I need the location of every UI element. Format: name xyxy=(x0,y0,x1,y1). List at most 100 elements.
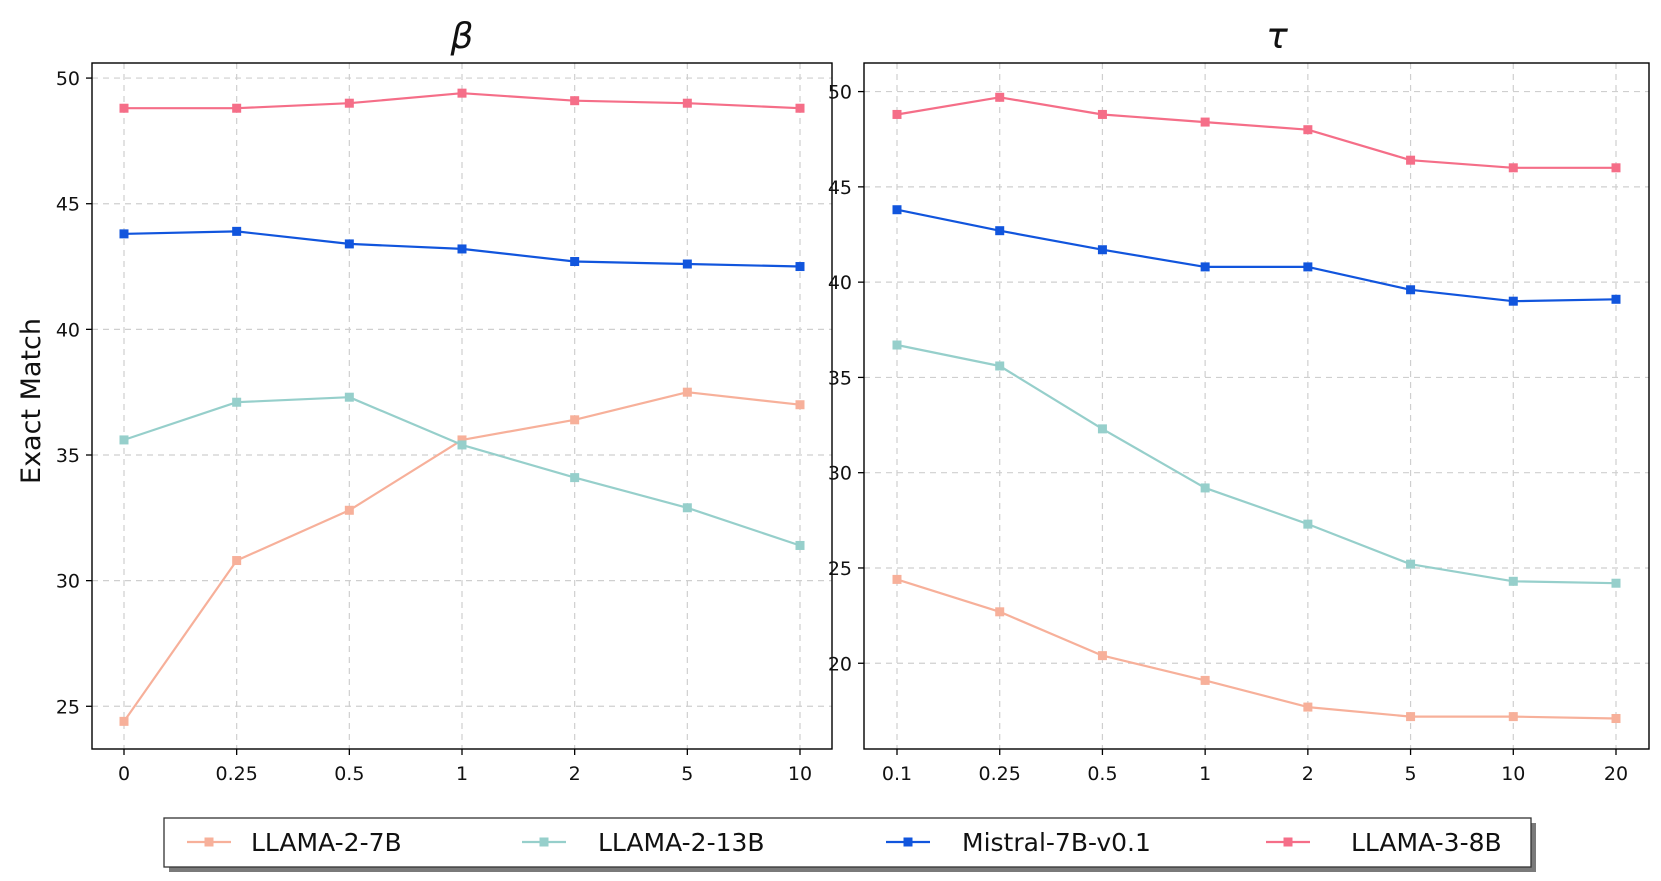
tau-point-llama-2-13b xyxy=(1406,559,1416,569)
tau-point-llama-3-8b xyxy=(1303,125,1313,135)
tau-point-llama-2-13b xyxy=(1611,578,1621,588)
tau-point-llama-2-13b xyxy=(1303,519,1313,529)
tau-plot-frame xyxy=(863,62,1650,750)
tau-y-tick-label: 25 xyxy=(828,558,852,580)
beta-point-llama-2-7b xyxy=(119,716,129,726)
beta-y-tick-label: 45 xyxy=(56,194,80,216)
tau-point-llama-3-8b xyxy=(1508,163,1518,173)
beta-x-tick-label: 0.5 xyxy=(334,763,364,785)
beta-point-llama-2-7b xyxy=(795,400,805,410)
tau-y-tick-label: 50 xyxy=(828,82,852,104)
beta-point-llama-3-8b xyxy=(682,98,692,108)
tau-point-llama-3-8b xyxy=(1200,117,1210,127)
tau-x-tick-label: 5 xyxy=(1405,763,1417,785)
tau-x-tick-label: 0.5 xyxy=(1087,763,1117,785)
tau-point-mistral-7b-v0-1 xyxy=(892,205,902,215)
beta-point-llama-2-7b xyxy=(232,556,242,566)
tau-point-llama-3-8b xyxy=(995,92,1005,102)
tau-point-mistral-7b-v0-1 xyxy=(1406,285,1416,295)
beta-point-mistral-7b-v0-1 xyxy=(682,259,692,269)
tau-x-tick-label: 0.1 xyxy=(882,763,912,785)
beta-point-mistral-7b-v0-1 xyxy=(232,226,242,236)
beta-point-llama-2-7b xyxy=(682,387,692,397)
beta-y-tick-label: 40 xyxy=(56,319,80,341)
beta-x-tick-label: 0 xyxy=(118,763,130,785)
beta-point-llama-3-8b xyxy=(795,103,805,113)
legend-label-llama-2-7b: LLAMA-2-7B xyxy=(251,828,402,857)
beta-point-mistral-7b-v0-1 xyxy=(570,257,580,267)
tau-point-llama-2-13b xyxy=(892,340,902,350)
tau-point-llama-3-8b xyxy=(892,109,902,119)
beta-point-llama-2-13b xyxy=(119,435,129,445)
tau-point-llama-3-8b xyxy=(1097,109,1107,119)
tau-point-llama-2-7b xyxy=(892,574,902,584)
legend-label-llama-2-13b: LLAMA-2-13B xyxy=(598,828,765,857)
beta-point-mistral-7b-v0-1 xyxy=(344,239,354,249)
beta-x-tick-label: 0.25 xyxy=(216,763,258,785)
legend-marker-llama-3-8b xyxy=(1283,837,1293,847)
tau-point-llama-2-13b xyxy=(995,361,1005,371)
tau-point-llama-2-7b xyxy=(1406,712,1416,722)
tau-x-tick-label: 20 xyxy=(1604,763,1628,785)
beta-point-llama-3-8b xyxy=(119,103,129,113)
tau-point-mistral-7b-v0-1 xyxy=(1097,245,1107,255)
legend-label-llama-3-8b: LLAMA-3-8B xyxy=(1351,828,1502,857)
beta-x-tick-label: 1 xyxy=(456,763,468,785)
beta-point-llama-2-13b xyxy=(344,392,354,402)
tau-x-tick-label: 1 xyxy=(1199,763,1211,785)
beta-panel-title: β xyxy=(450,16,474,57)
beta-x-tick-label: 5 xyxy=(681,763,693,785)
legend-marker-llama-2-7b xyxy=(204,837,214,847)
beta-point-llama-2-13b xyxy=(232,397,242,407)
tau-y-tick-label: 30 xyxy=(828,463,852,485)
tau-point-mistral-7b-v0-1 xyxy=(1200,262,1210,272)
legend-label-mistral-7b-v0-1: Mistral-7B-v0.1 xyxy=(962,828,1151,857)
tau-point-llama-3-8b xyxy=(1406,155,1416,165)
tau-point-mistral-7b-v0-1 xyxy=(1303,262,1313,272)
y-axis-title: Exact Match xyxy=(16,318,47,484)
tau-point-mistral-7b-v0-1 xyxy=(1611,294,1621,304)
beta-y-tick-label: 35 xyxy=(56,445,80,467)
beta-point-llama-2-7b xyxy=(570,415,580,425)
tau-point-llama-3-8b xyxy=(1611,163,1621,173)
beta-point-llama-3-8b xyxy=(570,96,580,106)
legend-marker-mistral-7b-v0-1 xyxy=(903,837,913,847)
tau-y-tick-label: 40 xyxy=(828,272,852,294)
beta-plot-frame xyxy=(91,62,833,750)
tau-point-llama-2-7b xyxy=(1200,675,1210,685)
beta-point-llama-2-13b xyxy=(570,473,580,483)
tau-y-tick-label: 35 xyxy=(828,367,852,389)
tau-point-mistral-7b-v0-1 xyxy=(995,226,1005,236)
tau-point-llama-2-13b xyxy=(1200,483,1210,493)
beta-point-llama-2-7b xyxy=(344,505,354,515)
tau-series-line-mistral-7b-v0-1 xyxy=(896,208,1617,303)
beta-x-tick-label: 10 xyxy=(788,763,812,785)
beta-y-tick-label: 50 xyxy=(56,68,80,90)
beta-y-tick-label: 30 xyxy=(56,571,80,593)
tau-panel-title: τ xyxy=(1266,16,1288,57)
tau-x-tick-label: 0.25 xyxy=(979,763,1021,785)
beta-x-tick-label: 2 xyxy=(569,763,581,785)
tau-point-llama-2-13b xyxy=(1097,424,1107,434)
tau-point-llama-2-7b xyxy=(1303,702,1313,712)
beta-point-mistral-7b-v0-1 xyxy=(119,229,129,239)
beta-point-mistral-7b-v0-1 xyxy=(795,262,805,272)
tau-series-line-llama-2-13b xyxy=(896,343,1617,585)
beta-point-llama-3-8b xyxy=(457,88,467,98)
tau-x-tick-label: 10 xyxy=(1501,763,1525,785)
tau-point-llama-2-7b xyxy=(1508,712,1518,722)
tau-y-tick-label: 45 xyxy=(828,177,852,199)
tau-point-llama-2-7b xyxy=(1611,714,1621,724)
beta-y-tick-label: 25 xyxy=(56,696,80,718)
beta-point-llama-2-7b xyxy=(457,435,467,445)
beta-point-mistral-7b-v0-1 xyxy=(457,244,467,254)
tau-y-tick-label: 20 xyxy=(828,653,852,675)
legend-marker-llama-2-13b xyxy=(539,837,549,847)
beta-point-llama-2-13b xyxy=(457,440,467,450)
tau-point-llama-2-7b xyxy=(1097,651,1107,661)
beta-point-llama-2-13b xyxy=(682,503,692,513)
tau-series-line-llama-3-8b xyxy=(896,96,1616,169)
